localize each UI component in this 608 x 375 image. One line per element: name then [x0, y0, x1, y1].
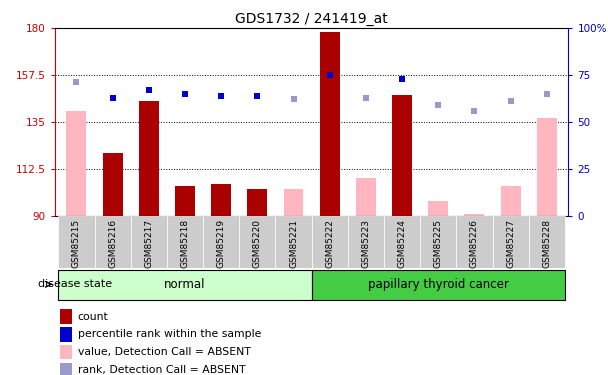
Bar	[348, 216, 384, 268]
Text: GSM85217: GSM85217	[144, 219, 153, 268]
Text: GSM85221: GSM85221	[289, 219, 298, 268]
Bar	[529, 216, 565, 268]
Text: normal: normal	[164, 278, 206, 291]
Bar	[239, 216, 275, 268]
Text: disease state: disease state	[38, 279, 112, 290]
Bar	[320, 32, 340, 216]
Bar	[500, 186, 520, 216]
Text: GSM85227: GSM85227	[506, 219, 515, 268]
Text: GSM85224: GSM85224	[398, 219, 407, 268]
Text: papillary thyroid cancer: papillary thyroid cancer	[368, 278, 509, 291]
Text: GSM85228: GSM85228	[542, 219, 551, 268]
Bar	[58, 216, 94, 268]
Bar	[175, 186, 195, 216]
Bar	[392, 95, 412, 216]
Bar	[211, 184, 231, 216]
Bar	[60, 363, 72, 375]
Text: rank, Detection Call = ABSENT: rank, Detection Call = ABSENT	[78, 365, 245, 375]
Bar	[103, 153, 123, 216]
Text: GSM85215: GSM85215	[72, 219, 81, 268]
Bar	[428, 201, 448, 216]
Bar	[66, 111, 86, 216]
Text: GSM85220: GSM85220	[253, 219, 262, 268]
Bar	[60, 345, 72, 359]
Bar	[356, 178, 376, 216]
Title: GDS1732 / 241419_at: GDS1732 / 241419_at	[235, 12, 388, 26]
Bar	[420, 216, 457, 268]
Bar	[60, 327, 72, 342]
Text: percentile rank within the sample: percentile rank within the sample	[78, 329, 261, 339]
Bar	[537, 118, 557, 216]
Bar	[311, 216, 348, 268]
Bar	[139, 101, 159, 216]
Bar	[311, 270, 565, 300]
Bar	[457, 216, 492, 268]
Text: GSM85226: GSM85226	[470, 219, 479, 268]
Text: GSM85225: GSM85225	[434, 219, 443, 268]
Text: GSM85216: GSM85216	[108, 219, 117, 268]
Text: count: count	[78, 312, 108, 322]
Bar	[203, 216, 239, 268]
Bar	[275, 216, 311, 268]
Bar	[492, 216, 529, 268]
Text: value, Detection Call = ABSENT: value, Detection Call = ABSENT	[78, 347, 250, 357]
Bar	[465, 213, 485, 216]
Text: GSM85222: GSM85222	[325, 219, 334, 268]
Text: GSM85219: GSM85219	[216, 219, 226, 268]
Text: GSM85218: GSM85218	[181, 219, 190, 268]
Bar	[283, 189, 303, 216]
Bar	[167, 216, 203, 268]
Bar	[131, 216, 167, 268]
Bar	[94, 216, 131, 268]
Bar	[60, 309, 72, 324]
Text: GSM85223: GSM85223	[361, 219, 370, 268]
Bar	[247, 189, 268, 216]
Bar	[58, 270, 311, 300]
Bar	[384, 216, 420, 268]
